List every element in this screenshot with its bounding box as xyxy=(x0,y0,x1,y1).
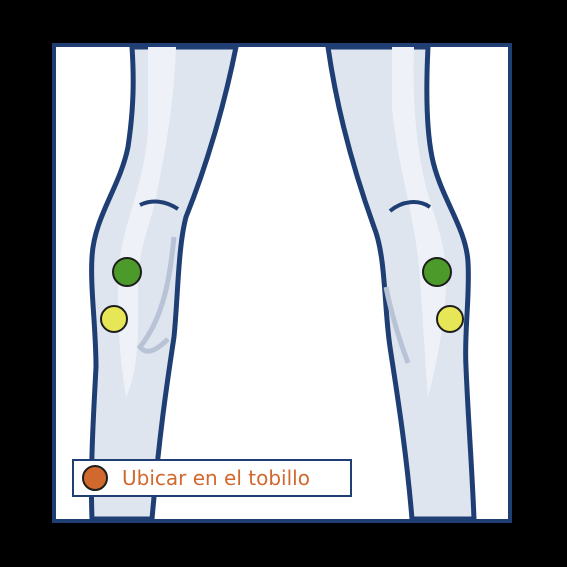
legs-illustration xyxy=(88,47,477,519)
right-leg xyxy=(325,47,477,519)
left-knee-shadow xyxy=(136,236,177,354)
left-knee-green-marker xyxy=(112,257,142,287)
legend-label: Ubicar en el tobillo xyxy=(122,466,310,490)
right-knee-crease xyxy=(388,200,432,213)
left-knee-crease xyxy=(139,199,180,211)
right-leg-shading xyxy=(392,47,447,397)
ankle-marker-legend-dot xyxy=(82,465,108,491)
legend-box: Ubicar en el tobillo xyxy=(72,459,352,497)
left-leg-shading xyxy=(118,47,176,397)
right-knee-yellow-marker xyxy=(436,305,464,333)
illustration-frame: Ubicar en el tobillo xyxy=(52,43,512,523)
right-knee-shadow xyxy=(383,286,411,364)
right-knee-green-marker xyxy=(422,257,452,287)
left-knee-yellow-marker xyxy=(100,305,128,333)
